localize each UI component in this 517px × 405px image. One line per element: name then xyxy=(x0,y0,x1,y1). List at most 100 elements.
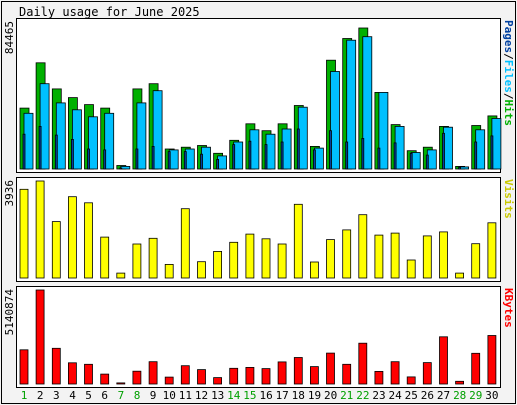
bar-visits-visits-8 xyxy=(132,243,142,279)
bar-kbytes-kbytes-5 xyxy=(84,363,93,385)
chart-title: Daily usage for June 2025 xyxy=(19,5,200,19)
bar-kbytes-kbytes-11 xyxy=(180,365,190,385)
tick-label-day-19: 19 xyxy=(308,389,321,402)
bar-visits-visits-23 xyxy=(374,234,384,279)
bar-visits-visits-19 xyxy=(309,261,319,279)
bar-kbytes-kbytes-25 xyxy=(406,376,416,385)
bar-visits-visits-11 xyxy=(180,208,190,279)
legend-hits-part-0: Pages xyxy=(502,20,515,53)
legend-hits: Pages/Files/Hits xyxy=(502,20,515,126)
bar-hits-files-5 xyxy=(88,116,98,170)
bar-visits-visits-15 xyxy=(245,233,255,279)
bar-visits-visits-18 xyxy=(293,203,303,279)
bar-hits-pages-23 xyxy=(377,147,381,170)
bar-hits-pages-2 xyxy=(38,126,42,170)
tick-label-day-23: 23 xyxy=(372,389,385,402)
ymax-label-kbytes: 5140874 xyxy=(3,289,16,336)
tick-label-day-1: 1 xyxy=(21,389,28,402)
bar-kbytes-kbytes-27 xyxy=(439,336,448,385)
bar-kbytes-kbytes-16 xyxy=(261,368,271,385)
bar-kbytes-kbytes-22 xyxy=(358,342,368,385)
bar-visits-visits-10 xyxy=(164,263,174,279)
bar-visits-visits-27 xyxy=(439,231,448,279)
bar-hits-files-6 xyxy=(104,112,115,170)
bar-visits-visits-16 xyxy=(261,238,271,279)
tick-label-day-9: 9 xyxy=(150,389,157,402)
bar-visits-visits-6 xyxy=(100,236,110,279)
bar-hits-pages-21 xyxy=(345,141,349,170)
bar-hits-files-21 xyxy=(346,39,357,170)
tick-label-day-2: 2 xyxy=(37,389,44,402)
legend-hits-part-3: / xyxy=(502,93,515,100)
bar-kbytes-kbytes-24 xyxy=(390,361,400,385)
bar-hits-files-23 xyxy=(378,92,389,170)
tick-label-day-11: 11 xyxy=(179,389,192,402)
tick-label-day-24: 24 xyxy=(388,389,402,402)
bar-visits-visits-28 xyxy=(455,272,465,279)
bar-visits-visits-22 xyxy=(358,214,368,279)
bar-hits-pages-28 xyxy=(458,166,462,170)
bar-hits-pages-26 xyxy=(425,154,429,170)
legend-hits-part-2: Files xyxy=(502,60,515,93)
bar-kbytes-kbytes-29 xyxy=(471,352,481,385)
bar-visits-visits-9 xyxy=(148,237,158,279)
bar-hits-pages-25 xyxy=(409,152,413,170)
bar-visits-visits-20 xyxy=(326,239,335,279)
bar-visits-visits-14 xyxy=(229,241,239,279)
bar-kbytes-kbytes-7 xyxy=(116,382,126,385)
bar-visits-visits-17 xyxy=(277,243,287,279)
panel-frame-kbytes xyxy=(16,286,501,388)
bar-hits-pages-3 xyxy=(54,134,58,170)
bar-visits-visits-2 xyxy=(35,180,45,279)
bar-hits-pages-19 xyxy=(312,149,316,170)
legend-kbytes-part-0: KBytes xyxy=(502,288,515,328)
bar-kbytes-kbytes-20 xyxy=(326,352,335,385)
bar-kbytes-kbytes-4 xyxy=(68,362,77,385)
tick-label-day-29: 29 xyxy=(469,389,482,402)
tick-label-day-6: 6 xyxy=(101,389,108,402)
bar-visits-visits-24 xyxy=(390,232,400,279)
bar-hits-pages-6 xyxy=(103,149,107,170)
bar-kbytes-kbytes-17 xyxy=(277,361,287,385)
panel-frame-visits xyxy=(16,177,501,282)
bar-hits-pages-22 xyxy=(361,138,365,170)
tick-label-day-12: 12 xyxy=(195,389,208,402)
tick-label-day-18: 18 xyxy=(292,389,305,402)
bar-hits-pages-14 xyxy=(232,144,236,170)
bar-visits-visits-7 xyxy=(116,272,126,279)
tick-label-day-16: 16 xyxy=(259,389,272,402)
bar-kbytes-kbytes-12 xyxy=(197,369,206,385)
legend-visits-part-0: Visits xyxy=(502,179,515,219)
tick-label-day-27: 27 xyxy=(437,389,450,402)
bar-kbytes-kbytes-9 xyxy=(148,361,158,385)
bar-kbytes-kbytes-28 xyxy=(455,380,465,385)
bar-hits-files-20 xyxy=(330,71,340,170)
bar-visits-visits-26 xyxy=(422,235,432,279)
bar-kbytes-kbytes-15 xyxy=(245,366,255,385)
bar-hits-pages-5 xyxy=(87,148,90,170)
bar-hits-pages-29 xyxy=(474,141,478,170)
bar-hits-pages-17 xyxy=(280,141,284,170)
bar-hits-pages-11 xyxy=(183,151,187,170)
bar-kbytes-kbytes-2 xyxy=(35,289,45,385)
bar-hits-pages-18 xyxy=(296,128,300,170)
tick-label-day-20: 20 xyxy=(324,389,337,402)
tick-label-day-25: 25 xyxy=(405,389,418,402)
tick-label-day-21: 21 xyxy=(340,389,353,402)
bar-kbytes-kbytes-8 xyxy=(132,370,142,385)
tick-label-day-3: 3 xyxy=(53,389,60,402)
bar-hits-pages-13 xyxy=(216,158,220,170)
bar-visits-visits-25 xyxy=(406,259,416,279)
bar-kbytes-kbytes-10 xyxy=(164,376,174,385)
tick-label-day-8: 8 xyxy=(134,389,141,402)
bar-visits-visits-3 xyxy=(51,221,61,279)
legend-kbytes: KBytes xyxy=(502,288,515,328)
tick-label-day-7: 7 xyxy=(118,389,125,402)
bar-hits-pages-16 xyxy=(264,144,268,170)
bar-kbytes-kbytes-30 xyxy=(487,335,497,385)
ymax-label-hits: 84465 xyxy=(3,21,16,54)
bar-hits-pages-20 xyxy=(329,130,332,170)
